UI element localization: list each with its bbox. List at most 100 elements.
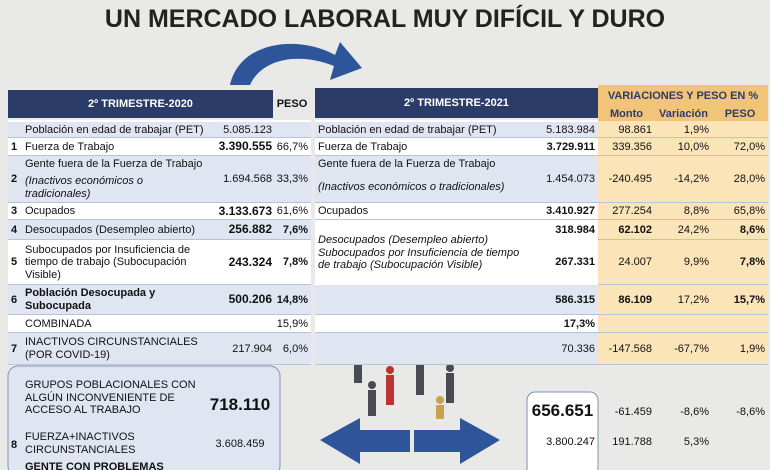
row-label: Ocupados	[25, 205, 76, 218]
peso-header: PESO	[273, 90, 311, 118]
row-number: 5	[11, 256, 18, 269]
row-band	[315, 122, 598, 138]
row-band	[315, 285, 598, 315]
value-2020: 3.390.555	[218, 139, 272, 154]
row8-value-2021: 3.800.247	[546, 435, 595, 448]
variacion: 9,9%	[683, 256, 709, 269]
value-2021: 267.331	[555, 256, 595, 269]
peso-2020: 33,3%	[276, 173, 308, 186]
value-2021: 318.984	[555, 223, 595, 236]
row-label: Población en edad de trabajar (PET)	[25, 123, 204, 136]
left-arrow	[320, 418, 410, 464]
variacion: 17,2%	[677, 293, 709, 306]
top-arrow	[230, 42, 362, 85]
value-2020: 3.133.673	[218, 203, 272, 218]
row8-variacion: 5,3%	[683, 435, 709, 448]
row-band	[8, 315, 311, 333]
row-number: 3	[11, 205, 18, 218]
variacion: -67,7%	[674, 342, 709, 355]
monto: -240.495	[608, 173, 652, 186]
left-header: 2º TRIMESTRE-2020	[8, 90, 273, 118]
row-number: 7	[11, 342, 18, 355]
monto: 86.109	[618, 293, 652, 306]
row-band	[598, 240, 768, 285]
row-band	[8, 240, 311, 285]
value-2020: 5.085.123	[223, 123, 272, 136]
merged-note: Desocupados (Desempleo abierto) Subocupa…	[318, 234, 520, 272]
row-number: 6	[11, 293, 18, 306]
value-2021: 17,3%	[563, 317, 595, 330]
row-band	[8, 220, 311, 240]
row-band	[598, 285, 768, 315]
row-band	[598, 315, 768, 333]
value-2020: 217.904	[232, 342, 272, 355]
row-band	[315, 315, 598, 333]
group-box-right	[526, 391, 599, 470]
row-label-2021: Fuerza de Trabajo	[318, 140, 408, 153]
peso-2020: 7,8%	[282, 256, 308, 269]
row-label: Población Desocupada y Subocupada	[25, 287, 156, 312]
row-label: Gente fuera de la Fuerza de Trabajo	[25, 157, 203, 170]
row-band	[598, 220, 768, 240]
variacion: 1,9%	[683, 123, 709, 136]
value-2021: 3.410.927	[546, 205, 595, 218]
row-note: (Inactivos económicos o tradicionales)	[25, 174, 143, 200]
variacion: 24,2%	[677, 223, 709, 236]
value-2021: 5.183.984	[546, 123, 595, 136]
row-label-2021: Gente fuera de la Fuerza de Trabajo	[318, 157, 496, 170]
value-2020: 1.694.568	[223, 173, 272, 186]
row-band	[598, 122, 768, 138]
row-label-2021: Ocupados	[318, 205, 369, 218]
monto: 62.102	[618, 223, 652, 236]
row-band	[8, 156, 311, 203]
group-value: 718.110	[209, 395, 271, 415]
row8-value: 3.608.459	[215, 437, 265, 450]
group-variacion: -8,6%	[680, 405, 709, 418]
right-arrow	[414, 418, 500, 464]
group-label: GRUPOS POBLACIONALES CON ALGÚN INCONVENI…	[25, 379, 196, 417]
group-peso: -8,6%	[736, 405, 765, 418]
value-2020: 500.206	[228, 292, 272, 307]
row-band	[598, 156, 768, 203]
row-label: Fuerza de Trabajo	[25, 140, 115, 153]
peso-2021: 8,6%	[739, 223, 765, 236]
row-label: Subocupados por Insuficiencia de tiempo …	[25, 243, 191, 281]
value-2021: 3.729.911	[546, 140, 595, 153]
variacion-header: Variación	[655, 107, 712, 121]
variacion: 10,0%	[677, 140, 709, 153]
monto: 24.007	[618, 256, 652, 269]
value-2021: 1.454.073	[546, 173, 595, 186]
monto: 98.861	[618, 123, 652, 136]
peso-2021: 28,0%	[733, 173, 765, 186]
row-band	[315, 203, 598, 220]
row-band	[598, 203, 768, 220]
row-band	[315, 333, 598, 365]
value-2021: 70.336	[561, 342, 595, 355]
row8-monto: 191.788	[612, 435, 652, 448]
group-box	[7, 365, 281, 470]
row-band	[598, 333, 768, 365]
variacion: 8,8%	[683, 205, 709, 218]
row-band	[598, 138, 768, 156]
row-band	[8, 333, 311, 365]
monto: 277.254	[612, 205, 652, 218]
value-2020: 256.882	[228, 222, 272, 237]
row-number: 2	[11, 173, 18, 186]
peso-2020: 61,6%	[276, 205, 308, 218]
group-value-2021: 656.651	[531, 401, 594, 421]
monto: 339.356	[612, 140, 652, 153]
peso-2020: 7,6%	[282, 223, 308, 236]
monto: -147.568	[608, 342, 652, 355]
row-number: 8	[11, 438, 18, 451]
peso-2021: 7,8%	[739, 256, 765, 269]
value-2021: 586.315	[555, 293, 595, 306]
peso-2021: 72,0%	[733, 140, 765, 153]
row-band	[315, 138, 598, 156]
peso-2021: 1,9%	[739, 342, 765, 355]
row-band	[8, 203, 311, 220]
peso-2021: 65,8%	[733, 205, 765, 218]
value-2020: 243.324	[228, 254, 272, 269]
peso-header-right: PESO	[712, 107, 768, 121]
monto-header: Monto	[598, 107, 655, 121]
